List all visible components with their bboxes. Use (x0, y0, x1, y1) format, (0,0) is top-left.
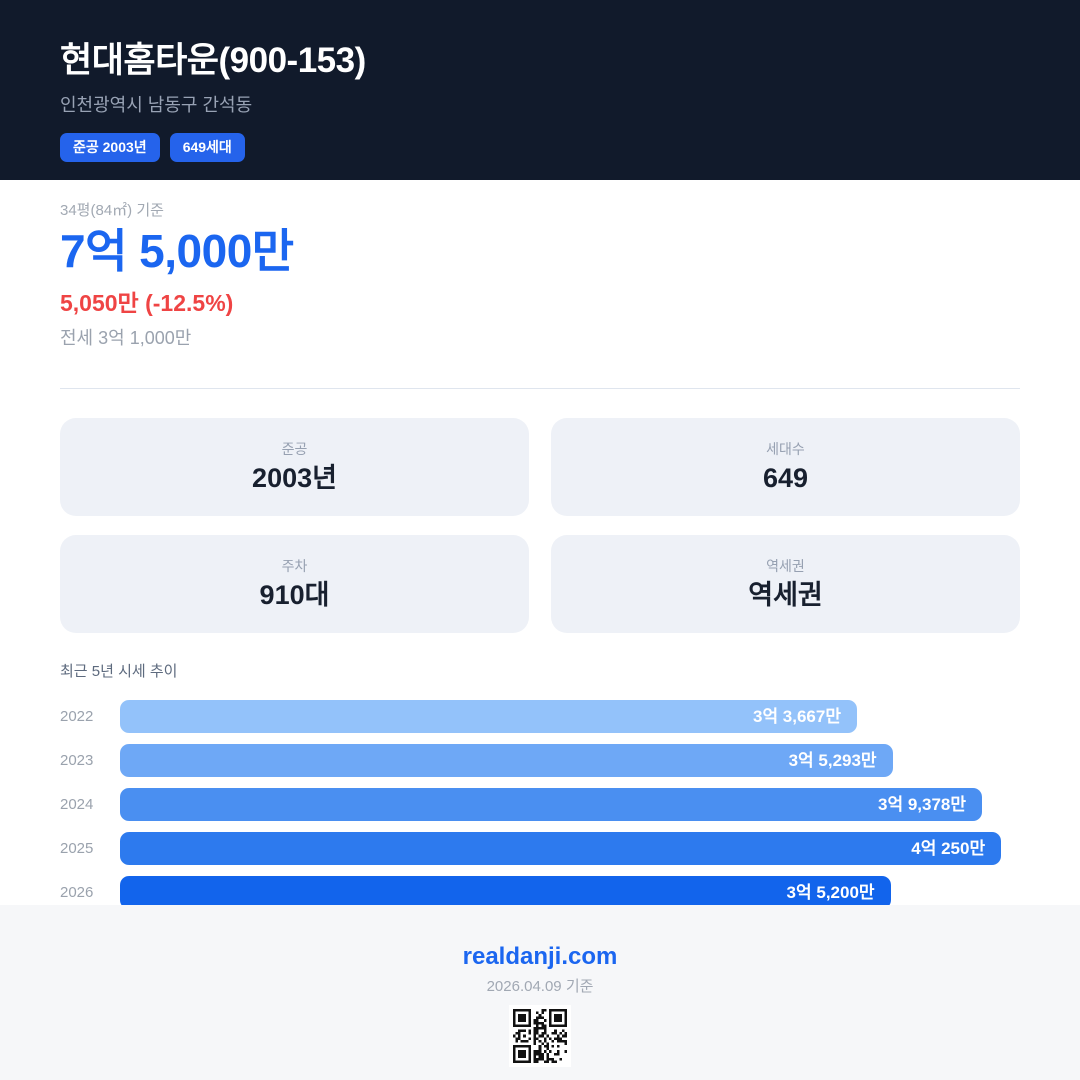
info-card-station-area: 역세권 역세권 (551, 535, 1020, 634)
info-card-value: 649 (762, 463, 809, 494)
page-title: 현대홈타운(900-153) (60, 41, 366, 80)
chart-bar: 3억 9,378만 (120, 788, 982, 822)
badge-row: 준공 2003년 649세대 (60, 132, 1020, 162)
chart-bar-value: 3억 9,378만 (878, 795, 966, 815)
jeonse-price: 전세 3억 1,000만 (60, 327, 192, 348)
chart-bar: 4억 250만 (120, 832, 1002, 866)
chart-bar-row: 2024 3억 9,378만 (60, 788, 1020, 822)
chart-bar: 3억 5,200만 (120, 876, 891, 905)
chart-bar-value: 3억 5,293만 (788, 751, 877, 771)
badge-households: 649세대 (169, 132, 245, 162)
footer: realdanji.com 2026.04.09 기준 (0, 905, 1080, 1080)
chart-rows: 2022 3억 3,667만 2023 3억 5,293만 (60, 700, 1020, 905)
info-card-households: 세대수 649 (551, 418, 1020, 517)
chart-bar-track: 3억 9,378만 (120, 788, 1020, 822)
chart-bar: 3억 3,667만 (120, 700, 857, 734)
price-basis-label: 34평(84㎡) 기준 (60, 202, 164, 219)
chart-year-label: 2024 (60, 796, 94, 814)
chart-bar-track: 3억 3,667만 (120, 700, 1020, 734)
chart-bar-value: 4억 250만 (911, 839, 986, 859)
chart-year-label: 2023 (60, 752, 94, 770)
qr-wrap (0, 1005, 1080, 1072)
current-price: 7억 5,000만 (60, 225, 294, 277)
chart-bar: 3억 5,293만 (120, 744, 893, 778)
chart-year-label: 2026 (60, 884, 94, 902)
chart-bar-row: 2026 3억 5,200만 (60, 876, 1020, 905)
chart-bar-value: 3억 5,200만 (786, 883, 875, 903)
info-card-label: 세대수 (766, 441, 805, 458)
divider (60, 388, 1020, 390)
chart-bar-track: 3억 5,293만 (120, 744, 1020, 778)
chart-year-label: 2025 (60, 840, 94, 858)
main-content: 34평(84㎡) 기준 7억 5,000만 5,050만 (-12.5%) 전세… (0, 180, 1080, 905)
price-change: 5,050만 (-12.5%) (60, 289, 234, 316)
chart-bar-row: 2023 3억 5,293만 (60, 744, 1020, 778)
chart-title: 최근 5년 시세 추이 (60, 663, 178, 681)
info-card-value: 910대 (259, 580, 330, 611)
info-card-parking: 주차 910대 (60, 535, 529, 634)
data-date: 2026.04.09 기준 (486, 978, 594, 995)
info-card-label: 준공 (281, 441, 308, 458)
badge-built-year: 준공 2003년 (60, 132, 160, 162)
chart-bar-track: 4억 250만 (120, 832, 1020, 866)
price-section: 34평(84㎡) 기준 7억 5,000만 5,050만 (-12.5%) 전세… (60, 199, 1020, 348)
chart-bar-track: 3억 5,200만 (120, 876, 1020, 905)
info-card-value: 2003년 (252, 463, 337, 494)
address: 인천광역시 남동구 간석동 (60, 94, 253, 115)
qr-code (509, 1005, 571, 1067)
site-link[interactable]: realdanji.com (462, 943, 618, 970)
chart-bar-row: 2025 4억 250만 (60, 832, 1020, 866)
info-card-value: 역세권 (748, 580, 823, 611)
info-card-grid: 준공 2003년 세대수 649 주차 910대 역세권 역세권 (60, 418, 1020, 634)
chart-year-label: 2022 (60, 708, 94, 726)
header: 현대홈타운(900-153) 인천광역시 남동구 간석동 준공 2003년 64… (0, 0, 1080, 180)
info-card-built-year: 준공 2003년 (60, 418, 529, 517)
info-card-label: 역세권 (766, 558, 805, 575)
price-history-chart: 최근 5년 시세 추이 2022 3억 3,667만 2023 3억 5,293… (60, 660, 1020, 905)
info-card-label: 주차 (281, 558, 308, 575)
chart-bar-row: 2022 3억 3,667만 (60, 700, 1020, 734)
chart-bar-value: 3억 3,667만 (752, 707, 841, 727)
